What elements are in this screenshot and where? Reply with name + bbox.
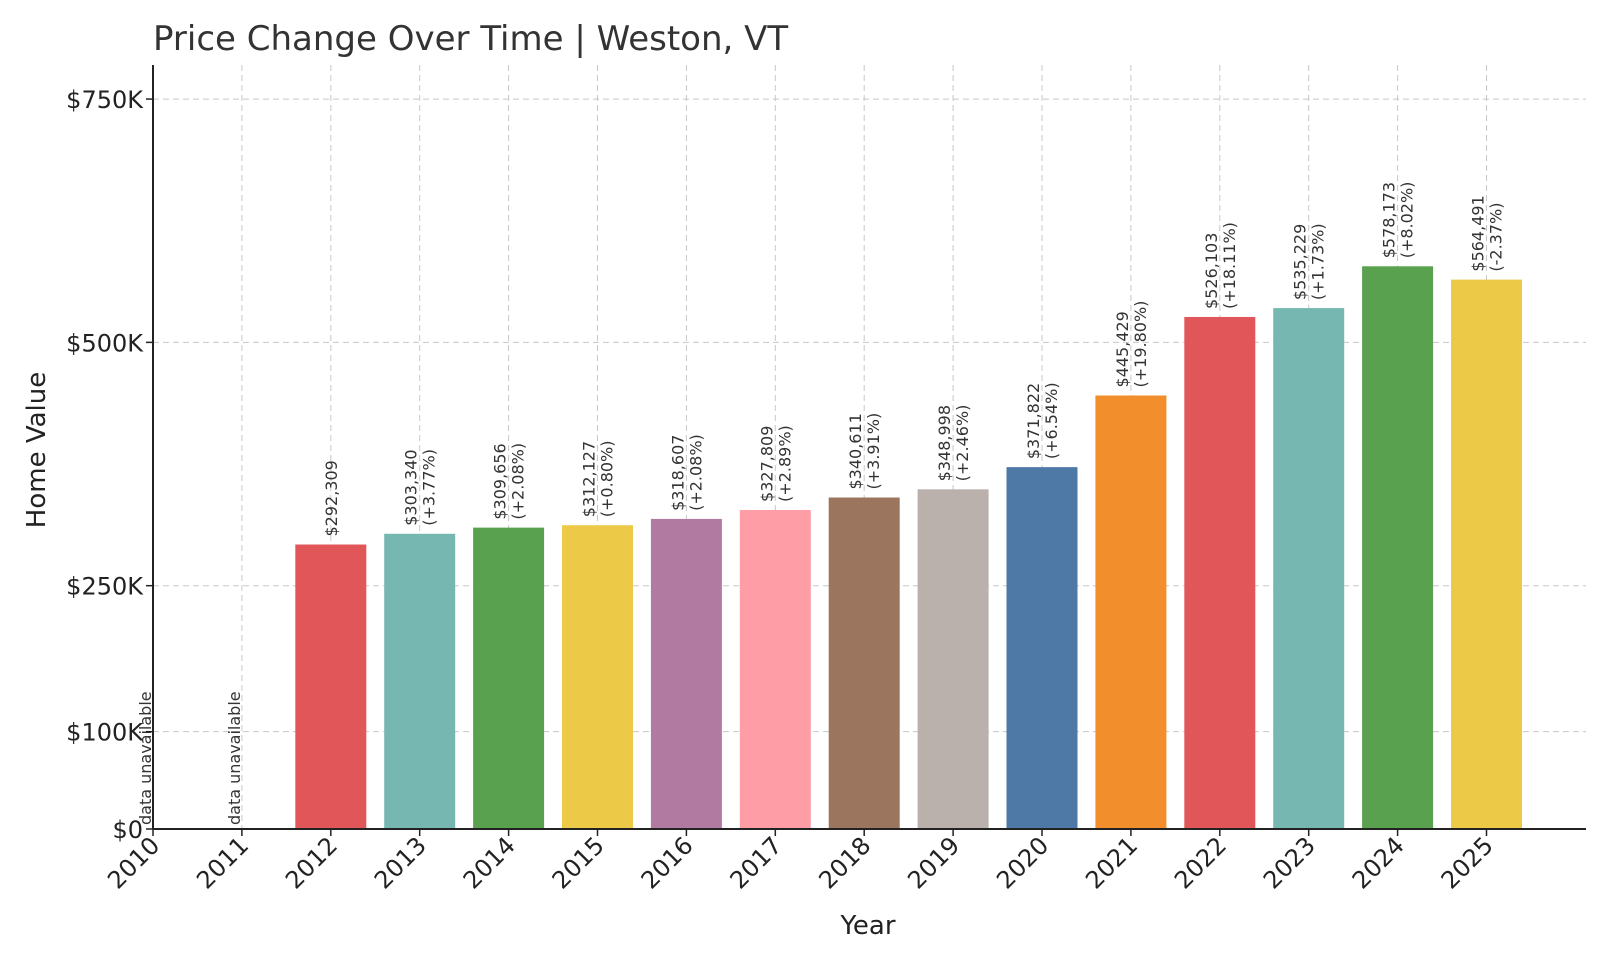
- data-unavailable-label: data unavailable: [136, 691, 155, 825]
- x-axis-label: Year: [839, 911, 895, 941]
- bar-value-label: $318,607: [668, 435, 687, 511]
- bar-change-label: (+8.02%): [1398, 182, 1417, 259]
- bar: [1006, 467, 1078, 829]
- x-tick-label: 2024: [1347, 831, 1410, 894]
- bar-value-label: $371,822: [1024, 383, 1043, 459]
- x-tick-label: 2019: [902, 831, 965, 894]
- chart-title: Price Change Over Time | Weston, VT: [153, 19, 788, 59]
- bar: [1095, 395, 1167, 829]
- y-tick-label: $250K: [66, 573, 144, 601]
- bar-value-label: $578,173: [1380, 182, 1399, 258]
- x-tick-label: 2013: [369, 831, 432, 894]
- x-tick-label: 2023: [1258, 831, 1321, 894]
- x-tick-label: 2017: [725, 831, 788, 894]
- bar-value-label: $526,103: [1202, 233, 1221, 309]
- bar-change-label: (+6.54%): [1042, 382, 1061, 459]
- bar-change-label: (+2.46%): [953, 405, 972, 482]
- x-tick-label: 2025: [1436, 831, 1499, 894]
- bar-value-label: $312,127: [580, 441, 599, 517]
- bar-value-label: $564,491: [1469, 195, 1488, 271]
- bar: [1273, 308, 1345, 829]
- bar: [384, 533, 456, 829]
- bar-change-label: (+2.08%): [509, 443, 528, 520]
- bar: [739, 509, 811, 829]
- bar-value-label: $292,309: [322, 460, 341, 536]
- x-tick-label: 2014: [458, 831, 521, 894]
- x-tick-label: 2021: [1080, 831, 1143, 894]
- bar-change-label: (-2.37%): [1487, 203, 1506, 272]
- data-unavailable-label: data unavailable: [225, 691, 244, 825]
- bar-change-label: (+2.89%): [775, 425, 794, 502]
- bar-change-label: (+19.80%): [1131, 301, 1150, 388]
- x-tick-label: 2012: [280, 831, 343, 894]
- axes-layer: [152, 65, 1586, 830]
- y-tick-label: $750K: [66, 86, 144, 114]
- x-ticks: 2010 2011 2012 2013 2014 2015 2016 2017 2018 2019…: [102, 829, 1499, 894]
- bar-change-label: (+18.11%): [1220, 222, 1239, 309]
- x-tick-label: 2020: [991, 831, 1054, 894]
- bar: [562, 525, 633, 829]
- bar-value-label: $348,998: [935, 405, 954, 481]
- x-tick-label: 2016: [636, 831, 699, 894]
- bar: [1362, 266, 1434, 829]
- bar-change-label: (+0.80%): [598, 441, 617, 518]
- bar-value-label: $535,229: [1291, 224, 1310, 300]
- bar: [295, 544, 367, 829]
- bar-value-label: $327,809: [757, 426, 776, 502]
- bar-value-label: $309,656: [491, 443, 510, 519]
- y-tick-label: $500K: [66, 329, 144, 357]
- bar-value-label: $445,429: [1113, 311, 1132, 387]
- bars-layer: [295, 266, 1522, 830]
- bar: [1451, 279, 1522, 829]
- bar: [473, 527, 545, 829]
- bar-change-label: (+1.73%): [1309, 223, 1328, 300]
- y-ticks: $0 $100K $250K $500K $750K: [66, 86, 153, 844]
- x-tick-label: 2018: [813, 831, 876, 894]
- bar-change-label: (+3.91%): [864, 413, 883, 490]
- bar-labels-layer: data unavailable data unavailable $292,309…: [136, 182, 1506, 825]
- bar-change-label: (+3.77%): [420, 449, 439, 526]
- bar: [828, 497, 900, 829]
- bar-value-label: $303,340: [402, 449, 421, 525]
- x-tick-label: 2011: [191, 831, 254, 894]
- bar: [650, 518, 722, 829]
- x-tick-label: 2015: [547, 831, 610, 894]
- bar-value-label: $340,611: [846, 413, 865, 489]
- y-tick-label: $0: [112, 816, 143, 844]
- bar: [1184, 316, 1256, 830]
- y-axis-label: Home Value: [22, 372, 52, 528]
- bar-change-label: (+2.08%): [686, 434, 705, 511]
- x-tick-label: 2022: [1169, 831, 1232, 894]
- bar: [917, 489, 989, 829]
- y-tick-label: $100K: [66, 719, 144, 747]
